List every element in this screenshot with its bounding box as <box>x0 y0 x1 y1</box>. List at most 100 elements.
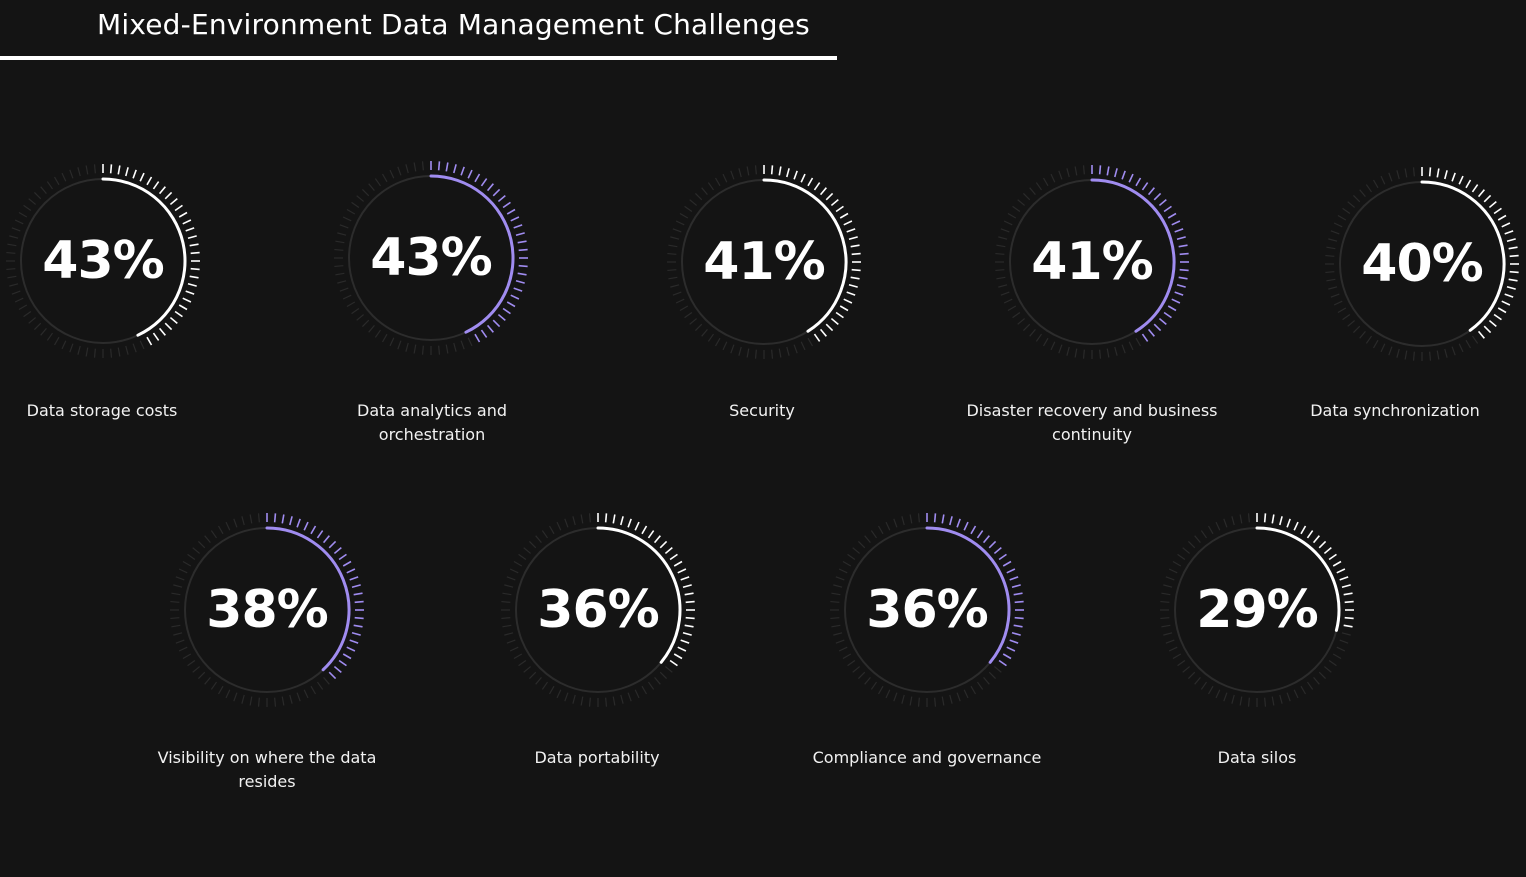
gauge-tick <box>1172 653 1182 660</box>
gauge-value-arc <box>925 526 1011 664</box>
gauge-tick <box>368 183 375 191</box>
gauge-tick <box>941 514 945 524</box>
gauge-tick <box>480 329 488 338</box>
gauge-tick <box>1223 692 1228 702</box>
gauge-tick <box>46 181 54 190</box>
gauge-tick <box>1504 230 1514 235</box>
gauge-tick <box>1017 318 1025 325</box>
gauge-tick <box>1337 307 1347 314</box>
gauge-tick <box>1506 286 1516 290</box>
gauge-tick <box>1163 632 1173 636</box>
gauge-tick <box>354 600 364 604</box>
gauge-tick <box>1344 616 1354 620</box>
gauge-tick <box>1035 333 1043 342</box>
gauge-tick <box>677 646 687 652</box>
gauge-tick <box>685 600 695 604</box>
gauge-tick <box>1412 351 1415 361</box>
gauge-tick <box>1341 584 1351 588</box>
gauge-tick <box>667 269 677 272</box>
gauge-tick <box>368 325 375 333</box>
gauge-tick <box>178 211 188 218</box>
gauge-tick <box>963 689 969 699</box>
gauge-tick <box>1141 182 1149 191</box>
gauge-tick <box>132 343 137 353</box>
gauge-tick <box>771 349 774 359</box>
gauge-tick <box>1014 616 1024 620</box>
gauge-tick <box>523 547 531 554</box>
gauge-tick <box>9 235 19 239</box>
gauge-tick <box>333 547 342 555</box>
gauge-tick <box>1000 228 1010 233</box>
gauge-data-synchronization: 40% <box>1322 164 1522 364</box>
gauge-tick <box>233 518 238 528</box>
gauge-tick <box>1066 168 1070 178</box>
gauge-tick <box>190 251 200 255</box>
gauge-tick <box>933 513 937 523</box>
gauge-tick <box>1167 305 1177 312</box>
gauge-tick <box>257 513 260 523</box>
gauge-tick <box>69 343 74 353</box>
gauge-tick <box>835 576 845 581</box>
gauge-tick <box>7 275 17 279</box>
gauge-tick <box>346 301 356 308</box>
gauge-tick <box>1200 681 1208 690</box>
gauge-tick <box>1471 335 1479 344</box>
gauge-tick <box>492 319 501 328</box>
gauge-tick <box>1168 646 1178 652</box>
gauge-tick <box>995 252 1005 255</box>
gauge-tick <box>178 646 188 652</box>
gauge-tick <box>1013 624 1023 628</box>
gauge-tick <box>701 329 708 337</box>
gauge-data-analytics: 43% <box>331 158 531 358</box>
gauge-tick <box>1158 199 1167 207</box>
gauge-tick <box>1098 165 1102 175</box>
gauge-tick <box>682 584 692 588</box>
gauge-tick <box>1271 696 1275 706</box>
gauge-tick <box>1359 331 1366 339</box>
gauge-tick <box>338 659 347 667</box>
gauge-tick <box>807 337 814 347</box>
gauge-label: Data analytics and orchestration <box>357 401 507 444</box>
gauge-tick <box>1171 298 1181 304</box>
gauge-tick <box>838 568 848 574</box>
gauge-tick <box>1504 293 1514 298</box>
gauge-value: 43% <box>42 231 164 291</box>
gauge-tick <box>506 301 516 308</box>
gauge-tick <box>572 694 576 704</box>
gauge-data-storage-costs: 43% <box>3 161 203 361</box>
gauge-tick <box>1194 535 1201 543</box>
gauge-tick <box>310 525 317 535</box>
gauge-tick <box>813 182 821 191</box>
gauge-tick <box>653 535 661 544</box>
gauge-tick <box>175 639 185 644</box>
gauge-tick <box>152 181 160 190</box>
gauge-tick <box>641 525 648 535</box>
gauge-tick <box>474 333 481 343</box>
gauge-tick <box>1325 254 1335 257</box>
gauge-tick <box>1163 205 1172 213</box>
gauge-tick <box>225 521 231 531</box>
gauge-tick <box>1187 540 1196 549</box>
gauge-tick <box>337 232 347 236</box>
gauge-tick <box>857 540 866 549</box>
gauge-tick <box>670 284 680 288</box>
gauge-tick <box>843 220 853 226</box>
gauge-tick <box>528 671 537 680</box>
gauge-tick <box>1328 659 1337 667</box>
gauge-tick <box>1013 592 1023 596</box>
gauge-tick <box>1165 576 1175 581</box>
gauge-tick <box>421 345 424 355</box>
gauge-tick <box>996 276 1006 280</box>
gauge-tick <box>397 166 402 176</box>
gauge-tick <box>187 659 196 667</box>
gauge-tick <box>178 568 188 574</box>
gauge-tick <box>517 240 527 244</box>
gauge-tick <box>864 677 871 685</box>
gauge-tick <box>1458 343 1464 353</box>
gauge-tick <box>178 304 188 311</box>
gauge-tick <box>1178 276 1188 280</box>
gauge-tick <box>1458 175 1464 185</box>
gauge-tick <box>917 697 920 707</box>
gauge-tick <box>310 685 317 695</box>
gauge-tick <box>1121 170 1126 180</box>
